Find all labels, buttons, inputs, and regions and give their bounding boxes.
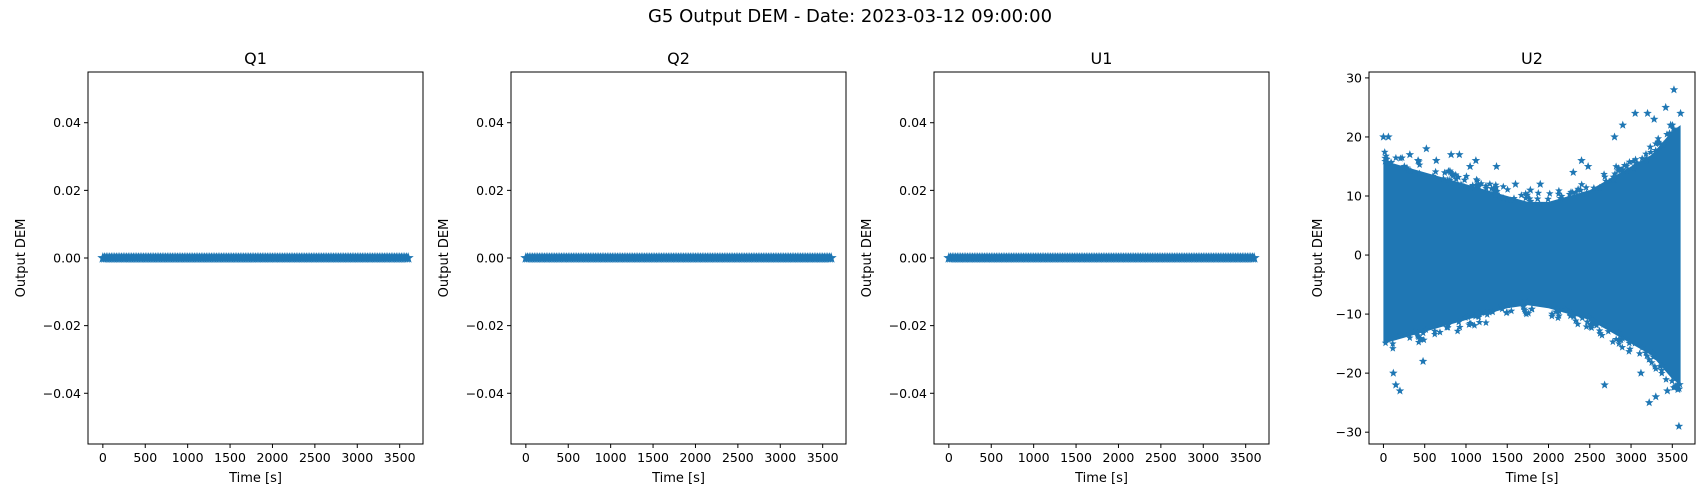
data-markers (520, 252, 837, 263)
figure-title: G5 Output DEM - Date: 2023-03-12 09:00:0… (647, 6, 1053, 27)
y-tick-label: 0.02 (53, 183, 81, 198)
x-tick-label: 2000 (1103, 450, 1135, 465)
y-tick-label: 30 (1346, 70, 1362, 85)
y-tick-label: −0.02 (466, 318, 504, 333)
x-axis-label: Time [s] (651, 471, 705, 486)
x-tick-label: 2500 (1145, 450, 1177, 465)
subplot-q1: 0 500 1000 1500 2000 2500 3000 3500 −0.04 −0.02 0.… (14, 49, 424, 486)
y-tick-label: −0.02 (889, 318, 927, 333)
subplot-title: U1 (1091, 49, 1113, 68)
data-markers (97, 252, 414, 263)
x-tick-label: 0 (945, 450, 953, 465)
y-axis-label: Output DEM (860, 219, 875, 298)
series-1-markers (97, 252, 414, 263)
x-tick-label: 3500 (1656, 450, 1688, 465)
x-tick-label: 1500 (1060, 450, 1092, 465)
data-markers (943, 252, 1260, 263)
series-1-markers (520, 252, 837, 263)
x-tick-label: 500 (556, 450, 580, 465)
y-tick-label: 0.00 (53, 251, 81, 266)
x-tick-label: 3500 (807, 450, 839, 465)
y-tick-label: 0.04 (899, 115, 927, 130)
x-tick-label: 3000 (1615, 450, 1647, 465)
y-axis-label: Output DEM (1311, 219, 1326, 298)
y-tick-label: −10 (1336, 307, 1362, 322)
x-axis-label: Time [s] (1505, 471, 1559, 486)
x-tick-label: 500 (133, 450, 157, 465)
subplot-u2: 0 500 1000 1500 2000 2500 3000 3500 −30 −20 −10 0 10… (1311, 49, 1696, 486)
x-tick-label: 3500 (1230, 450, 1262, 465)
band-edge-markers (1380, 121, 1684, 393)
x-tick-label: 0 (99, 450, 107, 465)
y-tick-label: −0.04 (466, 386, 504, 401)
x-tick-label: 3000 (764, 450, 796, 465)
y-tick-label: 0.00 (899, 251, 927, 266)
y-tick-label: 0 (1354, 248, 1362, 263)
y-tick-label: −0.02 (43, 318, 81, 333)
x-tick-label: 3500 (384, 450, 416, 465)
x-tick-label: 2000 (257, 450, 289, 465)
x-tick-label: 0 (1379, 450, 1387, 465)
subplot-title: U2 (1521, 49, 1543, 68)
y-axis-label: Output DEM (14, 219, 29, 298)
x-tick-label: 1000 (1450, 450, 1482, 465)
dense-band (1383, 125, 1681, 385)
x-tick-label: 3000 (1187, 450, 1219, 465)
y-tick-label: 0.04 (53, 115, 81, 130)
outlier-markers (1379, 85, 1685, 430)
y-tick-label: −20 (1336, 366, 1362, 381)
series-1-markers (943, 252, 1260, 263)
x-tick-label: 2500 (722, 450, 754, 465)
x-tick-label: 2000 (1533, 450, 1565, 465)
x-tick-label: 500 (1413, 450, 1437, 465)
data-markers (1379, 85, 1685, 430)
y-tick-label: 10 (1346, 189, 1362, 204)
subplot-q2: 0 500 1000 1500 2000 2500 3000 3500 −0.04 −0.02 0.… (437, 49, 847, 486)
x-tick-label: 2500 (299, 450, 331, 465)
y-tick-label: −0.04 (889, 386, 927, 401)
y-tick-label: 20 (1346, 129, 1362, 144)
x-tick-label: 1000 (1018, 450, 1050, 465)
x-tick-label: 1000 (172, 450, 204, 465)
y-tick-label: −0.04 (43, 386, 81, 401)
x-axis-label: Time [s] (1074, 471, 1128, 486)
y-tick-label: 0.02 (476, 183, 504, 198)
x-tick-label: 500 (979, 450, 1003, 465)
x-tick-label: 1000 (595, 450, 627, 465)
y-tick-label: 0.00 (476, 251, 504, 266)
axes-frame (1368, 71, 1696, 445)
y-axis-label: Output DEM (437, 219, 452, 298)
x-tick-label: 2000 (680, 450, 712, 465)
subplot-title: Q2 (667, 49, 690, 68)
y-tick-label: 0.04 (476, 115, 504, 130)
x-axis-label: Time [s] (228, 471, 282, 486)
y-tick-label: −30 (1336, 425, 1362, 440)
y-tick-label: 0.02 (899, 183, 927, 198)
x-tick-label: 0 (522, 450, 530, 465)
x-tick-label: 1500 (214, 450, 246, 465)
x-tick-label: 2500 (1574, 450, 1606, 465)
x-tick-label: 3000 (341, 450, 373, 465)
x-tick-label: 1500 (1491, 450, 1523, 465)
x-tick-label: 1500 (637, 450, 669, 465)
subplot-u1: 0 500 1000 1500 2000 2500 3000 3500 −0.04 −0.02 0.… (860, 49, 1270, 486)
subplot-title: Q1 (244, 49, 267, 68)
